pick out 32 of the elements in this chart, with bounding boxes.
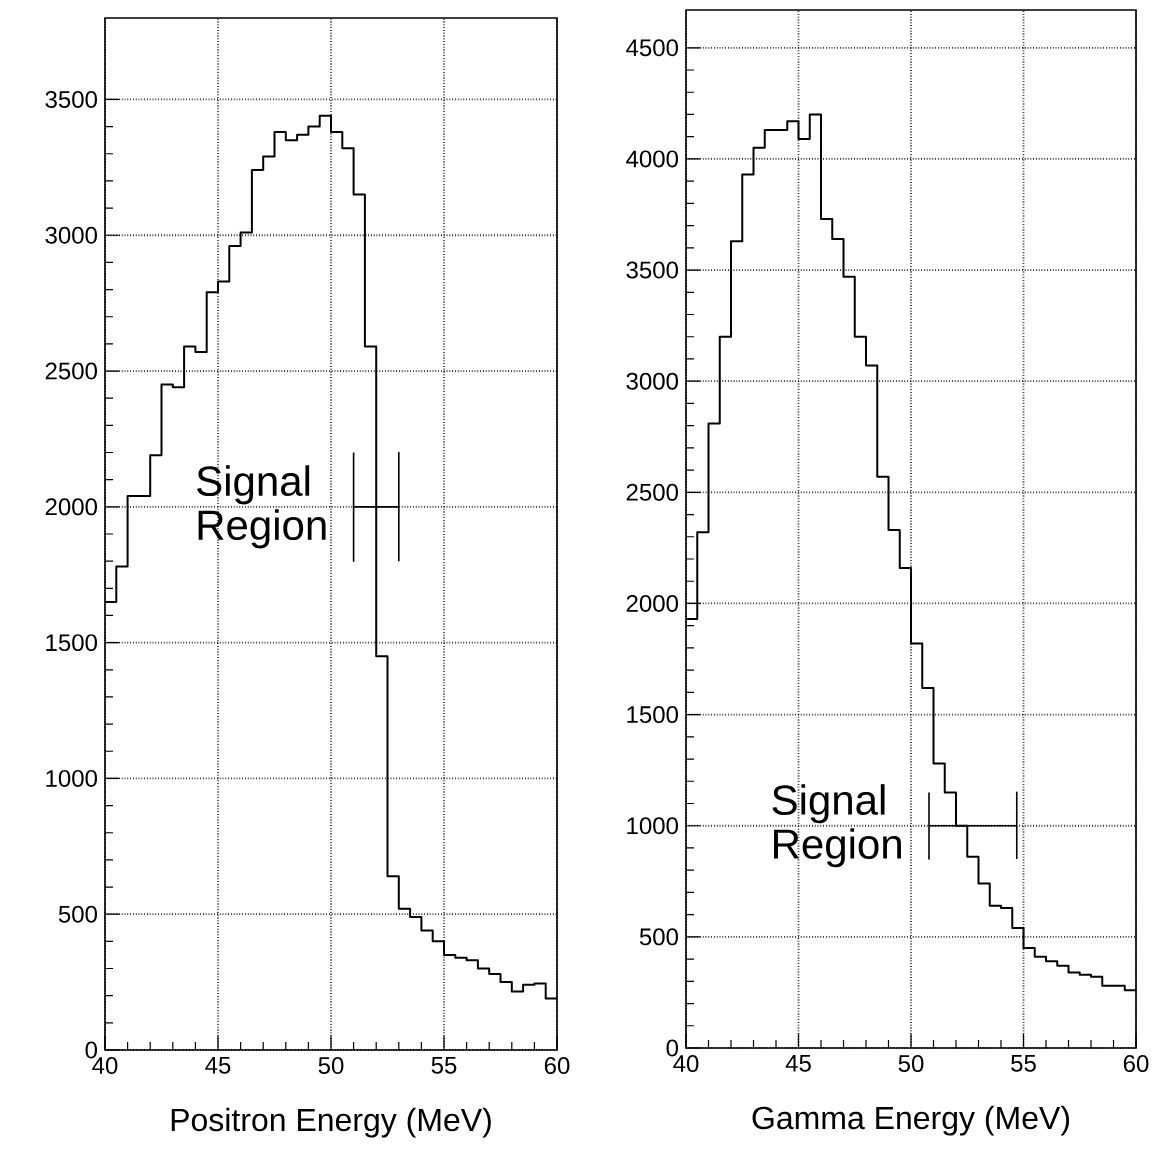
x-axis-title: Gamma Energy (MeV) <box>752 1105 1069 1136</box>
y-tick-label: 3000 <box>45 226 97 244</box>
y-tick-label: 3500 <box>45 90 97 108</box>
y-tick-label: 2000 <box>45 498 97 516</box>
y-tick-label: 4000 <box>626 150 678 168</box>
y-tick-label: 3000 <box>626 372 678 390</box>
y-tick-label: 0 <box>85 1041 98 1059</box>
x-tick-label: 45 <box>785 1055 811 1072</box>
x-tick-label: 40 <box>92 1057 118 1075</box>
x-axis-title: Positron Energy (MeV) <box>171 1107 491 1138</box>
series-label: Signal Region <box>772 784 901 868</box>
y-tick-label: 2500 <box>626 483 678 501</box>
x-tick-label: 55 <box>431 1057 457 1074</box>
y-tick-label: 1500 <box>46 634 97 652</box>
x-tick-label: 40 <box>673 1055 699 1073</box>
y-tick-label: 2500 <box>45 362 97 380</box>
y-tick-label: 500 <box>639 928 679 946</box>
x-tick-label: 50 <box>318 1057 344 1075</box>
x-tick-label: 60 <box>544 1057 570 1075</box>
y-tick-label: 1500 <box>627 706 678 724</box>
y-tick-label: 2000 <box>626 594 678 612</box>
y-tick-label: 1000 <box>46 769 97 787</box>
series-label: Signal Region <box>197 465 326 549</box>
x-tick-label: 50 <box>898 1055 924 1073</box>
y-tick-label: 500 <box>58 905 97 923</box>
y-tick-label: 0 <box>666 1039 679 1057</box>
y-tick-label: 3500 <box>626 261 678 279</box>
x-tick-label: 60 <box>1123 1055 1149 1073</box>
y-tick-label: 4500 <box>626 39 678 57</box>
x-tick-label: 55 <box>1011 1055 1036 1072</box>
x-tick-label: 45 <box>205 1057 231 1074</box>
y-tick-label: 1000 <box>627 817 678 835</box>
